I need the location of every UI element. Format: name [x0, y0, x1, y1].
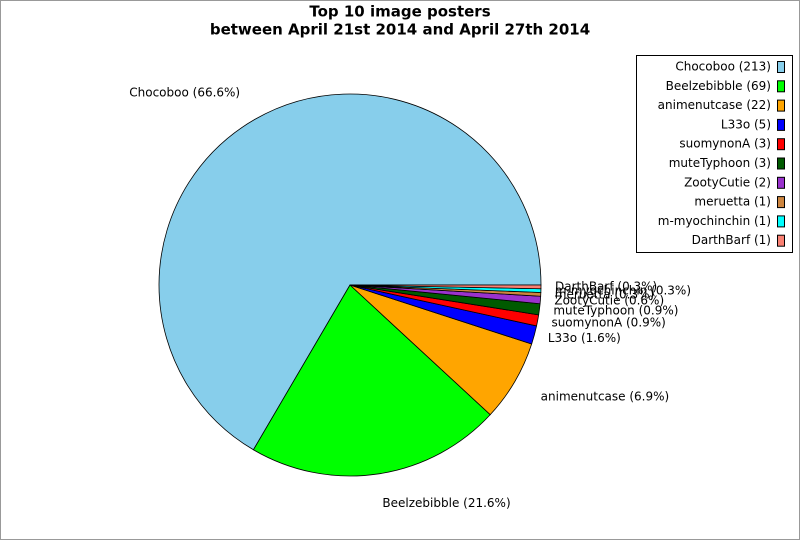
slice-label: Beelzebibble (21.6%) [382, 496, 510, 510]
legend-swatch [777, 80, 785, 93]
legend-swatch [777, 215, 785, 228]
legend-label: meruetta (1) [694, 195, 771, 209]
slice-label: muteTyphoon (0.9%) [553, 304, 678, 318]
legend-label: DarthBarf (1) [692, 233, 771, 247]
legend-label: m-myochinchin (1) [658, 214, 771, 228]
legend-label: muteTyphoon (3) [669, 156, 771, 170]
slice-label: ZootyCutie (0.6%) [554, 294, 664, 308]
legend-label: ZootyCutie (2) [684, 175, 771, 189]
legend-label: L33o (5) [721, 117, 771, 131]
legend-label: Beelzebibble (69) [666, 79, 771, 93]
legend-swatch [777, 99, 785, 112]
slice-label: Chocoboo (66.6%) [129, 86, 240, 100]
pie-slice [158, 93, 542, 451]
legend-label: Chocoboo (213) [675, 60, 771, 74]
chart-title: Top 10 image posters [309, 3, 490, 21]
legend-swatch [777, 61, 785, 73]
legend-swatch [777, 138, 785, 151]
slice-label: meruetta (0.3%) [555, 288, 654, 302]
slice-label: L33o (1.6%) [548, 331, 621, 345]
legend-box [636, 55, 793, 253]
pie-slice [252, 284, 491, 477]
pie-slice [349, 284, 542, 290]
legend-label: animenutcase (22) [658, 98, 771, 112]
slice-label: m-myochinchin (0.3%) [555, 284, 691, 298]
legend-label: suomynonA (3) [679, 137, 771, 151]
legend-swatch [777, 157, 785, 170]
slice-label: animenutcase (6.9%) [541, 389, 670, 403]
slice-label: DarthBarf (0.3%) [555, 280, 657, 294]
legend-swatch [777, 118, 785, 131]
legend-swatch [777, 196, 785, 209]
slice-label: suomynonA (0.9%) [551, 316, 665, 330]
legend-swatch [777, 234, 785, 247]
chart-subtitle: between April 21st 2014 and April 27th 2… [210, 21, 590, 39]
legend-swatch [777, 176, 785, 189]
